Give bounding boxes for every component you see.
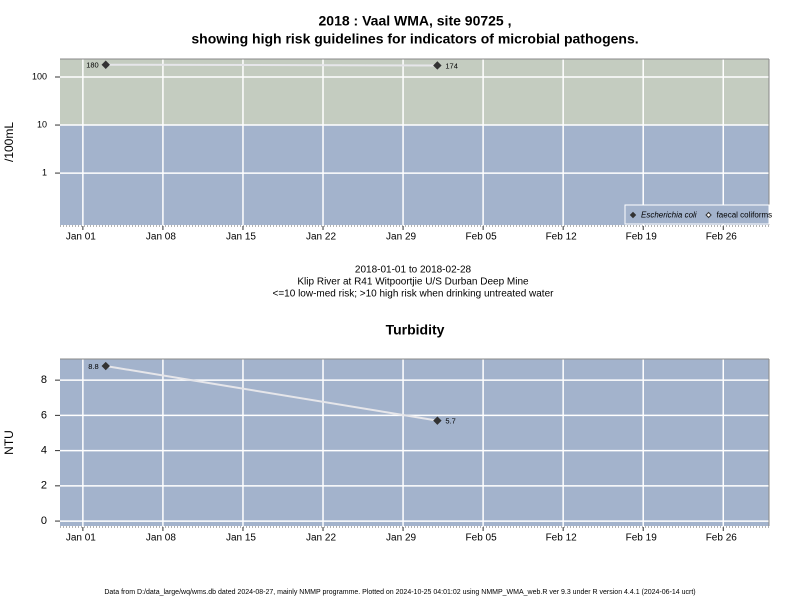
x-tick-label: Feb 19 <box>626 533 658 544</box>
y-tick-label: 1 <box>42 167 47 177</box>
legend-marker <box>705 211 712 219</box>
chart-title: 2018 : Vaal WMA, site 90725 , <box>319 13 512 29</box>
data-point <box>433 61 442 70</box>
chart-note: <=10 low-med risk; >10 high risk when dr… <box>273 289 555 300</box>
x-tick-label: Feb 12 <box>546 232 578 243</box>
y-tick-label: 4 <box>41 445 47 457</box>
x-tick-label: Jan 08 <box>146 533 176 544</box>
x-tick-label: Feb 05 <box>466 232 498 243</box>
data-label: 5.7 <box>445 417 455 426</box>
legend-box <box>624 204 770 225</box>
y-axis-label: /100mL <box>2 122 16 162</box>
x-tick-label: Jan 15 <box>226 232 256 243</box>
data-label: 174 <box>445 61 458 70</box>
y-tick-label: 0 <box>41 515 47 527</box>
y-tick-label: 2 <box>41 480 47 492</box>
x-tick-label: Jan 22 <box>306 533 336 544</box>
data-point <box>101 361 110 371</box>
x-tick-label: Feb 12 <box>546 533 578 544</box>
y-tick-label: 100 <box>32 71 47 81</box>
y-tick-label: 6 <box>41 409 47 421</box>
plot-background <box>60 359 769 526</box>
data-point <box>433 416 442 425</box>
series-line <box>105 365 438 422</box>
y-axis-label: NTU <box>2 430 16 455</box>
legend-label: Escherichia coli <box>641 211 697 220</box>
x-tick-label: Jan 22 <box>306 232 336 243</box>
x-tick-label: Jan 01 <box>66 232 96 243</box>
chart-title: showing high risk guidelines for indicat… <box>191 31 638 47</box>
footer: Data from D:/data_large/wq/wms.db dated … <box>104 589 695 596</box>
x-tick-label: Feb 05 <box>466 533 498 544</box>
data-label: 8.8 <box>88 362 98 371</box>
x-tick-label: Jan 29 <box>386 533 416 544</box>
legend-marker <box>629 211 637 219</box>
y-tick-label: 8 <box>41 374 47 386</box>
x-tick-label: Feb 19 <box>626 232 658 243</box>
high-risk-band <box>60 59 769 126</box>
series-line <box>105 63 438 67</box>
x-tick-label: Feb 26 <box>706 232 738 243</box>
y-tick-label: 10 <box>37 119 47 129</box>
chart-note: 2018-01-01 to 2018-02-28 <box>355 265 472 276</box>
chart-note: Klip River at R41 Witpoortjie U/S Durban… <box>297 277 529 288</box>
x-tick-label: Jan 15 <box>226 533 256 544</box>
data-point <box>101 60 110 69</box>
x-tick-label: Jan 08 <box>146 232 176 243</box>
x-tick-label: Jan 01 <box>66 533 96 544</box>
data-label: 180 <box>86 61 99 70</box>
x-tick-label: Feb 26 <box>706 533 738 544</box>
chart-title: Turbidity <box>386 322 445 338</box>
legend-label: faecal coliforms <box>717 211 773 220</box>
x-tick-label: Jan 29 <box>386 232 416 243</box>
